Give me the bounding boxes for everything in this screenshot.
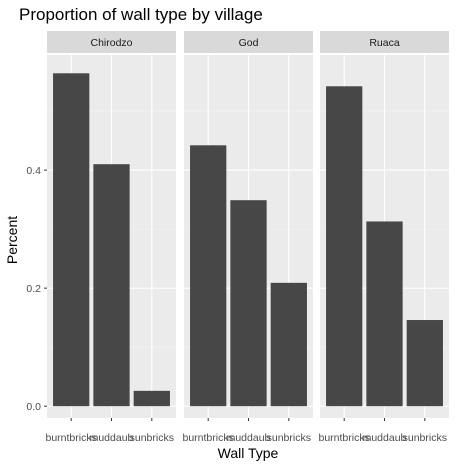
- chart-title: Proportion of wall type by village: [19, 5, 263, 24]
- x-tick-label: burntbricks: [319, 432, 370, 444]
- bar-god-sunbricks: [270, 282, 307, 407]
- bar-chirodzo-burntbricks: [53, 73, 90, 407]
- facet-strip-label: Chirodzo: [90, 37, 132, 49]
- x-tick-label: muddaub: [363, 432, 407, 444]
- y-tick-label: 0.4: [26, 165, 41, 177]
- facet-strip-label: God: [239, 37, 259, 49]
- bar-ruaca-sunbricks: [406, 320, 443, 407]
- x-tick-label: sunbricks: [403, 432, 447, 444]
- x-tick-label: burntbricks: [183, 432, 234, 444]
- y-axis: 0.0 0.2 0.4: [26, 165, 47, 413]
- facet-ruaca: Ruaca: [320, 31, 449, 418]
- x-axis-title: Wall Type: [218, 445, 279, 461]
- bar-god-muddaub: [230, 200, 267, 407]
- y-axis-title: Percent: [4, 216, 20, 264]
- x-tick-label: sunbricks: [267, 432, 311, 444]
- x-tick-label: burntbricks: [46, 432, 97, 444]
- bar-chirodzo-sunbricks: [133, 390, 170, 407]
- y-tick-label: 0.2: [26, 283, 41, 295]
- facet-god: God: [184, 31, 313, 418]
- facet-strip-label: Ruaca: [369, 37, 400, 49]
- x-tick-label: muddaub: [90, 432, 134, 444]
- bar-chirodzo-muddaub: [93, 164, 130, 407]
- facet-strip: [184, 31, 313, 53]
- bar-ruaca-burntbricks: [326, 86, 363, 407]
- bar-ruaca-muddaub: [366, 221, 403, 407]
- x-tick-label: muddaub: [227, 432, 271, 444]
- facet-chirodzo: Chirodzo: [47, 31, 176, 418]
- facet-strip: [320, 31, 449, 53]
- facet-panels: Chirodzo God Ruaca: [47, 31, 449, 418]
- y-tick-label: 0.0: [26, 401, 41, 413]
- bar-god-burntbricks: [190, 145, 227, 407]
- facet-strip: [47, 31, 176, 53]
- x-tick-label: sunbricks: [130, 432, 174, 444]
